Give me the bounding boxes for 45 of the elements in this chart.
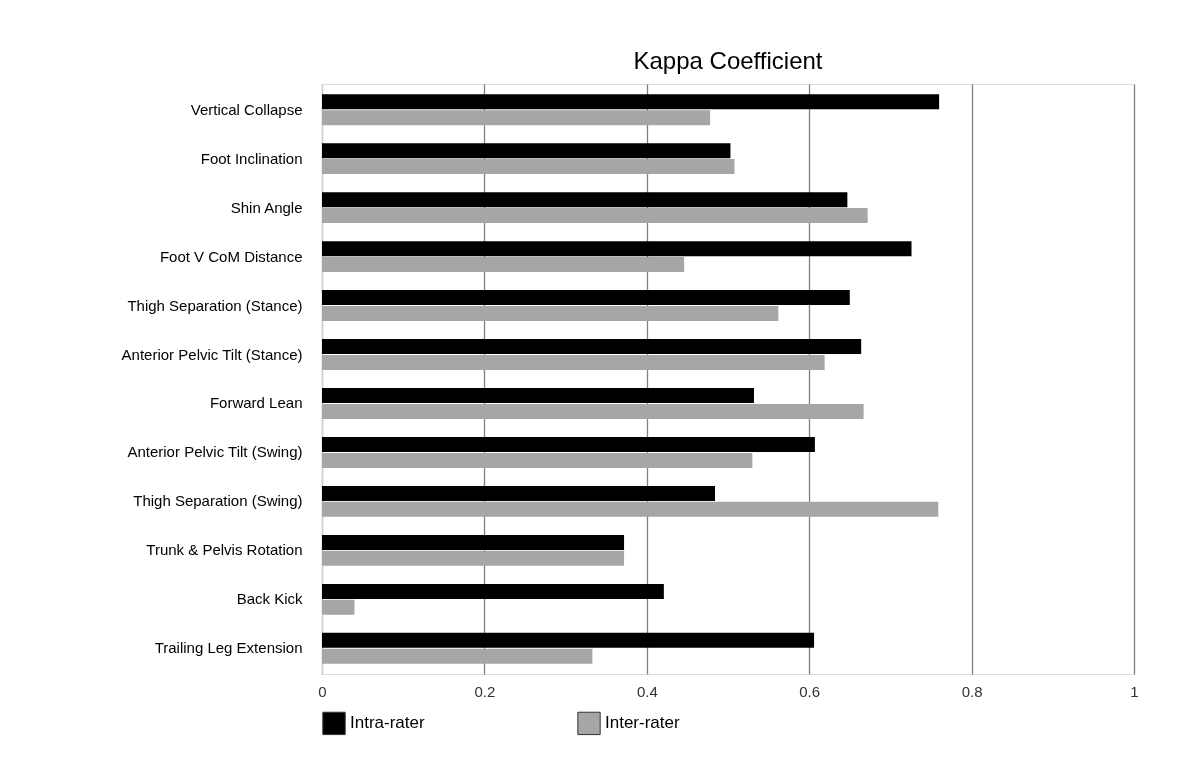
bar (322, 452, 753, 468)
y-tick-label: Forward Lean (209, 394, 303, 412)
y-tick-label: Anterior Pelvic Tilt (Swing) (127, 443, 303, 461)
y-tick-label: Foot V CoM Distance (159, 247, 303, 265)
bar (322, 534, 625, 550)
y-tick-label: Trailing Leg Extension (154, 639, 303, 657)
bar (322, 436, 815, 452)
bar (322, 485, 716, 501)
bar (322, 354, 825, 370)
x-tick-label: 0 (318, 682, 327, 700)
bar (322, 550, 625, 566)
bar (322, 159, 735, 175)
y-tick-label: Thigh Separation (Swing) (133, 492, 303, 510)
bar (322, 403, 864, 419)
bar (322, 632, 815, 648)
bar (322, 241, 912, 257)
bar (322, 648, 593, 664)
bar (322, 388, 754, 404)
x-tick-label: 1 (1130, 682, 1139, 700)
bar (322, 599, 355, 615)
chart-title: Kappa Coefficient (633, 47, 823, 74)
bar (322, 290, 850, 306)
bar (322, 257, 685, 273)
bar (322, 501, 939, 517)
y-tick-label: Vertical Collapse (190, 100, 303, 118)
bar (322, 583, 664, 599)
x-tick-label: 0.8 (961, 682, 983, 700)
x-tick-label: 0.6 (799, 682, 821, 700)
bar (322, 339, 862, 355)
bar (322, 192, 848, 208)
y-tick-label: Foot Inclination (200, 149, 303, 167)
y-tick-label: Shin Angle (230, 198, 303, 216)
y-tick-label: Back Kick (236, 590, 303, 608)
bar (322, 143, 731, 159)
y-tick-label: Thigh Separation (Stance) (127, 296, 303, 314)
y-tick-label: Anterior Pelvic Tilt (Stance) (121, 345, 303, 363)
legend-label: Inter-rater (605, 713, 680, 733)
bar (322, 110, 711, 126)
bar (322, 208, 868, 224)
x-tick-label: 0.2 (474, 682, 496, 700)
y-tick-label: Trunk & Pelvis Rotation (146, 541, 303, 559)
bar (322, 94, 940, 110)
bar (322, 306, 779, 322)
legend-label: Intra-rater (350, 713, 425, 733)
x-tick-label: 0.4 (636, 682, 658, 700)
